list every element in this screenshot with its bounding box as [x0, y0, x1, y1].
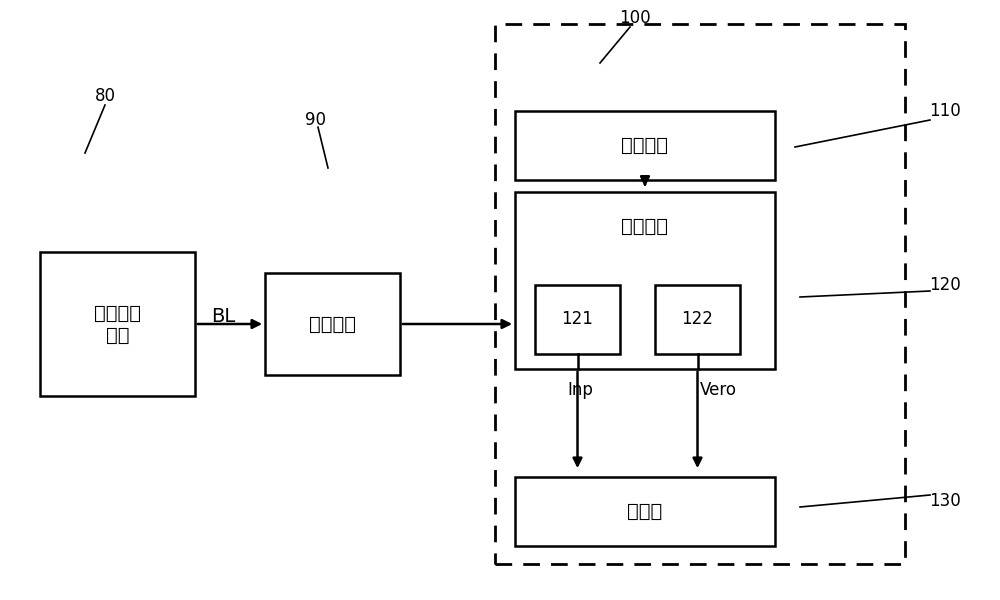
Bar: [535, 285, 620, 354]
Bar: [655, 285, 740, 354]
Text: 110: 110: [929, 102, 961, 120]
Text: 130: 130: [929, 492, 961, 510]
Text: Inp: Inp: [567, 381, 593, 399]
Bar: [40, 252, 195, 396]
Text: 121: 121: [562, 311, 593, 329]
Bar: [495, 24, 905, 564]
Text: 存储单元
阵列: 存储单元 阵列: [94, 304, 141, 344]
Text: 80: 80: [94, 87, 116, 105]
Bar: [265, 273, 400, 375]
Text: Vero: Vero: [700, 381, 737, 399]
Text: 页缓冲器: 页缓冲器: [309, 314, 356, 334]
Text: 参考电路: 参考电路: [622, 136, 668, 155]
Text: 90: 90: [304, 111, 326, 129]
Text: 比较器: 比较器: [627, 502, 663, 521]
Text: 120: 120: [929, 276, 961, 294]
Bar: [515, 111, 775, 180]
Bar: [515, 192, 775, 369]
Bar: [515, 477, 775, 546]
Text: 100: 100: [619, 9, 651, 27]
Text: BL: BL: [211, 307, 235, 326]
Text: 122: 122: [682, 311, 713, 329]
Text: 触发电路: 触发电路: [622, 217, 668, 236]
